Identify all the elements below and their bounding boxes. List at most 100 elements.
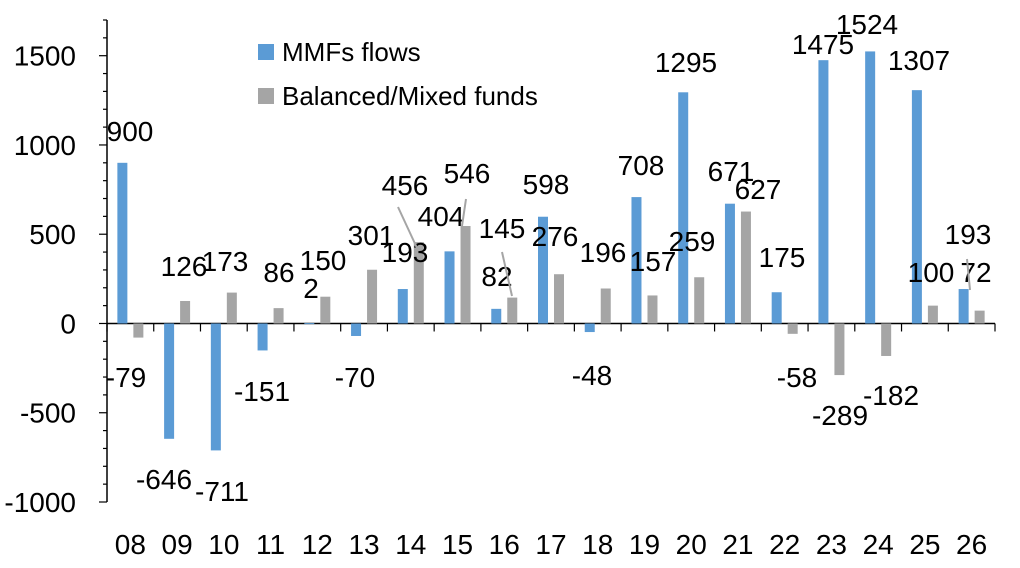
bar-balanced bbox=[881, 323, 892, 356]
x-tick-label: 08 bbox=[115, 529, 146, 560]
bar-balanced bbox=[413, 242, 424, 324]
x-tick-label: 16 bbox=[489, 529, 520, 560]
data-label-balanced: 546 bbox=[444, 158, 491, 189]
bar-balanced bbox=[647, 295, 658, 324]
data-label-mmfs: -151 bbox=[234, 376, 290, 407]
x-tick-label: 18 bbox=[582, 529, 613, 560]
x-tick-label: 14 bbox=[395, 529, 426, 560]
data-label-balanced: 145 bbox=[479, 213, 526, 244]
data-label-balanced: 301 bbox=[348, 220, 395, 251]
data-label-mmfs: -70 bbox=[335, 362, 375, 393]
label-leader-line bbox=[397, 206, 418, 249]
y-tick-label: -500 bbox=[20, 398, 76, 429]
bar-mmfs bbox=[304, 323, 315, 325]
data-label-mmfs: 1295 bbox=[655, 47, 717, 78]
data-label-balanced: -58 bbox=[777, 362, 817, 393]
y-tick-label: 1500 bbox=[14, 41, 76, 72]
x-tick-label: 26 bbox=[956, 529, 987, 560]
x-tick-label: 10 bbox=[208, 529, 239, 560]
bar-mmfs bbox=[538, 216, 548, 324]
data-labels: 900-646 -711-1512-7019340482598-487081295… bbox=[106, 9, 992, 507]
x-tick-label: 24 bbox=[863, 529, 894, 560]
data-label-mmfs: 1307 bbox=[888, 45, 950, 76]
data-label-mmfs: 175 bbox=[759, 242, 806, 273]
data-label-mmfs: -48 bbox=[572, 360, 612, 391]
data-label-balanced: 72 bbox=[960, 257, 991, 288]
bar-balanced bbox=[927, 305, 938, 324]
y-tick-label: 500 bbox=[29, 219, 76, 250]
data-label-mmfs: 900 bbox=[107, 116, 154, 147]
bar-mmfs bbox=[911, 90, 922, 324]
bar-balanced bbox=[460, 226, 471, 324]
legend-label-mmfs: MMFs flows bbox=[282, 37, 421, 67]
bar-mmfs bbox=[210, 323, 221, 451]
data-label-balanced: 157 bbox=[630, 246, 677, 277]
label-leader-line bbox=[461, 198, 467, 227]
x-axis: 08 09 10 11 12 13 14 15 16 17 18 19 20 21 22 23 24 25 26 bbox=[106, 322, 996, 560]
bar-mmfs bbox=[491, 308, 502, 324]
data-label-balanced: -79 bbox=[106, 362, 146, 393]
bar-mmfs bbox=[678, 92, 689, 324]
data-label-balanced: 173 bbox=[202, 246, 249, 277]
bar-balanced bbox=[367, 269, 378, 324]
data-label-mmfs: 404 bbox=[418, 201, 465, 232]
x-tick-label: 15 bbox=[442, 529, 473, 560]
bar-balanced bbox=[320, 296, 331, 324]
bar-balanced bbox=[180, 300, 191, 324]
bar-balanced bbox=[834, 323, 845, 376]
bar-balanced bbox=[554, 274, 564, 324]
data-label-mmfs: 193 bbox=[945, 219, 992, 250]
data-label-balanced: -182 bbox=[863, 380, 919, 411]
x-tick-label: 21 bbox=[722, 529, 753, 560]
data-label-mmfs: 598 bbox=[523, 169, 570, 200]
bar-mmfs bbox=[818, 60, 829, 324]
x-tick-label: 23 bbox=[816, 529, 847, 560]
y-axis: 1500 1000 500 0 -500 -1000 bbox=[4, 19, 108, 518]
y-tick-label: -1000 bbox=[4, 487, 76, 518]
data-label-mmfs: 708 bbox=[618, 150, 665, 181]
bar-balanced bbox=[787, 323, 798, 334]
bar-balanced bbox=[273, 308, 284, 324]
bar-mmfs bbox=[865, 51, 876, 324]
data-label-mmfs: 671 bbox=[708, 156, 755, 187]
data-label-balanced: 196 bbox=[580, 237, 627, 268]
label-leader-line bbox=[501, 251, 513, 297]
x-tick-label: 25 bbox=[909, 529, 940, 560]
data-label-balanced: 100 bbox=[908, 257, 955, 288]
x-tick-label: 13 bbox=[348, 529, 379, 560]
bar-mmfs bbox=[631, 197, 642, 324]
x-tick-label: 12 bbox=[302, 529, 333, 560]
bar-mmfs bbox=[257, 323, 268, 351]
data-label-balanced: 456 bbox=[382, 170, 429, 201]
bar-balanced bbox=[974, 310, 985, 324]
label-leader-line bbox=[966, 258, 971, 291]
bar-mmfs bbox=[584, 323, 595, 333]
data-label-balanced: 86 bbox=[263, 257, 294, 288]
bar-mmfs bbox=[117, 162, 128, 324]
bar-balanced bbox=[133, 323, 144, 338]
legend-label-balanced: Balanced/Mixed funds bbox=[282, 81, 538, 111]
data-label-balanced: 627 bbox=[735, 174, 782, 205]
x-tick-label: 22 bbox=[769, 529, 800, 560]
data-label-mmfs: -646 bbox=[136, 464, 192, 495]
data-label-mmfs: -711 bbox=[195, 476, 249, 507]
bar-balanced bbox=[740, 211, 751, 324]
bar-mmfs bbox=[164, 323, 175, 439]
legend: MMFs flows Balanced/Mixed funds bbox=[258, 37, 538, 111]
x-tick-label: 09 bbox=[162, 529, 193, 560]
y-tick-label: 0 bbox=[60, 308, 76, 339]
data-label-mmfs: 1475 bbox=[792, 29, 854, 60]
bar-balanced bbox=[600, 288, 611, 324]
x-tick-label: 20 bbox=[676, 529, 707, 560]
bar-balanced bbox=[226, 292, 237, 324]
data-label-mmfs: 1524 bbox=[836, 9, 898, 40]
bar-mmfs bbox=[771, 292, 782, 324]
data-label-balanced: 126 bbox=[161, 251, 208, 282]
bars bbox=[117, 51, 985, 451]
data-label-mmfs: 2 bbox=[303, 273, 319, 304]
data-label-balanced: 276 bbox=[532, 221, 579, 252]
x-tick-label: 17 bbox=[535, 529, 566, 560]
y-tick-label: 1000 bbox=[14, 130, 76, 161]
bar-mmfs bbox=[351, 323, 362, 336]
